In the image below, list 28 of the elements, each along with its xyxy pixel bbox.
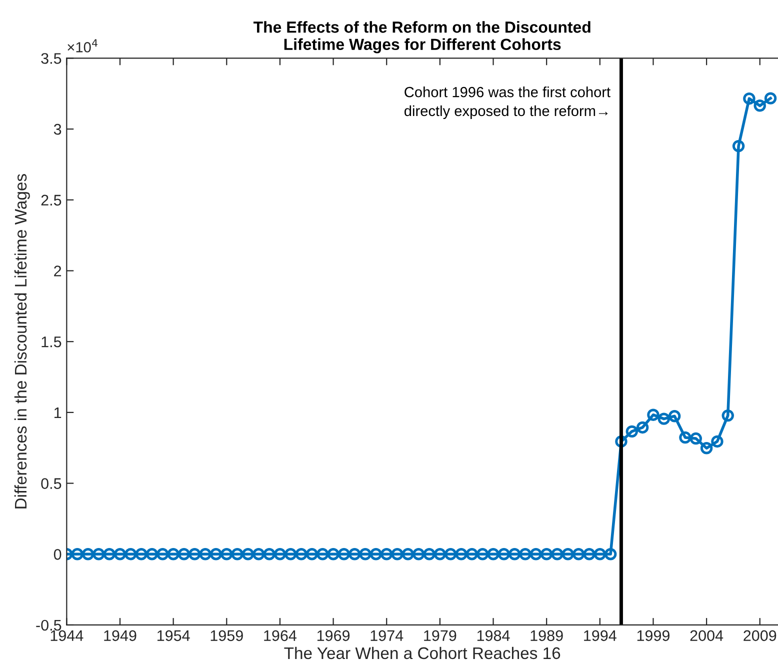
y-tick-label: 3: [54, 124, 62, 135]
x-tick-label: 1959: [210, 630, 243, 642]
x-tick-label: 2004: [690, 630, 724, 642]
y-tick-label: 2: [54, 266, 62, 276]
y-tick-label: 0: [54, 549, 62, 560]
x-tick-label: 1969: [317, 630, 350, 642]
x-tick-label: 1989: [530, 630, 563, 642]
ref-line-label: Cohort 1996 was the first cohort directly exposed to the reform→: [404, 86, 610, 120]
x-tick-label: 1974: [370, 630, 404, 642]
x-tick-label: 1964: [264, 630, 297, 642]
chart-title: The Effects of the Reform on the Discounted Lifetime Wages for Different Cohorts: [253, 21, 590, 54]
y-tick-label: 1: [54, 407, 62, 418]
x-tick-label: 1979: [424, 630, 456, 642]
text: ×10$^{4}$: [68, 39, 98, 52]
y-tick-label: -0.5: [36, 620, 62, 631]
y-tick-label: 0.5: [41, 478, 62, 489]
x-tick-label: 1944: [50, 630, 84, 642]
x-tick-label: 1994: [584, 630, 616, 642]
x-tick-label: 1949: [104, 630, 136, 642]
x-tick-label: 1984: [477, 630, 510, 642]
x-tick-label: 1954: [157, 630, 190, 642]
x-tick-label: 2009: [744, 630, 776, 642]
x-axis-title: The Year When a Cohort Reaches 16: [284, 646, 560, 660]
y-axis-title: Differences in the Discounted Lifetime Wages: [14, 174, 30, 508]
x-tick-label: 1999: [637, 630, 670, 642]
y-tick-label: 2.5: [41, 194, 62, 206]
y-tick-label: 3.5: [41, 53, 62, 64]
y-tick-label: 1.5: [42, 336, 62, 348]
